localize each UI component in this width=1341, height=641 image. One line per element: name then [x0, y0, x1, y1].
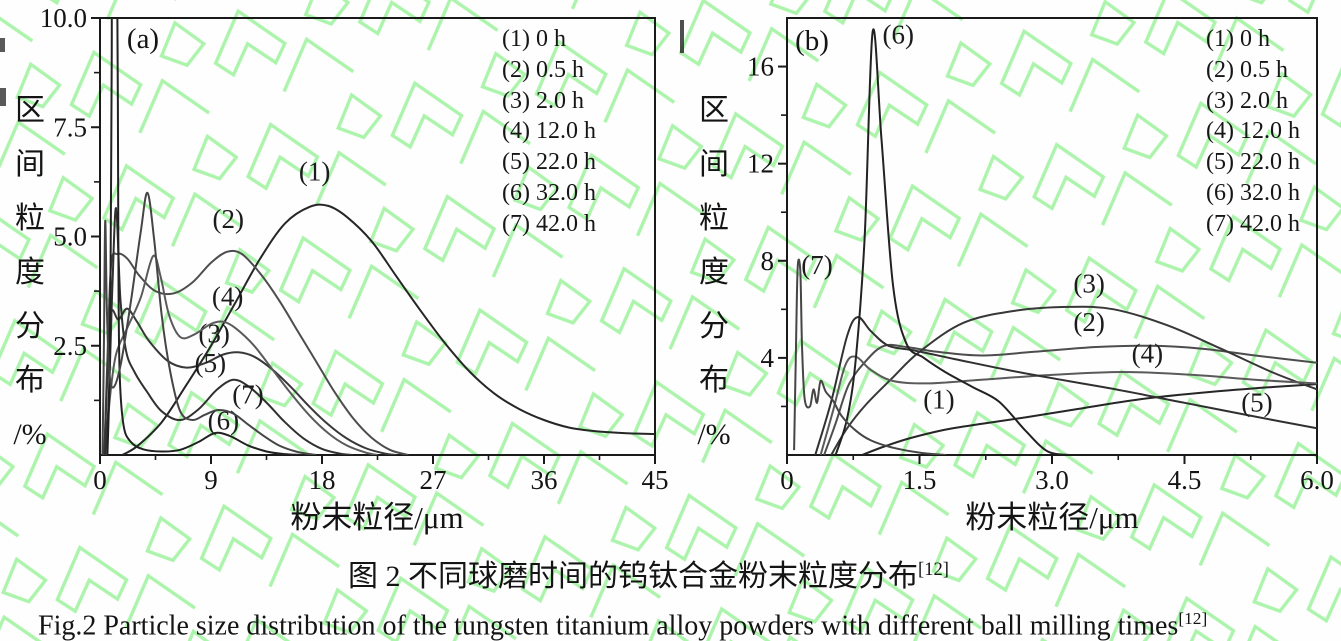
curve-1	[121, 203, 655, 455]
y-tick-label: 2.5	[53, 331, 87, 361]
legend-item: (3) 2.0 h	[502, 87, 584, 114]
x-tick-label: 18	[309, 465, 336, 495]
x-tick-label: 0	[780, 465, 794, 495]
x-tick-label: 0	[93, 465, 107, 495]
curve-label: (5)	[1241, 387, 1272, 417]
curve-label: (7)	[232, 379, 263, 409]
legend-item: (4) 12.0 h	[502, 118, 596, 145]
curve-label: (1)	[299, 157, 330, 187]
legend-item: (3) 2.0 h	[1206, 87, 1288, 114]
y-axis-title: 区间粒度分布/%	[13, 94, 46, 451]
curve-4	[104, 254, 378, 455]
legend-chart-b: (1) 0 h (2) 0.5 h (3) 2.0 h (4) 12.0 h (…	[1206, 24, 1300, 240]
curve-label: (4)	[212, 282, 243, 312]
caption-reference: [12]	[1178, 609, 1208, 628]
y-tick-label: 5.0	[53, 222, 87, 252]
curve-7	[793, 258, 947, 455]
curve-3	[103, 307, 397, 455]
y-tick-label: 16	[747, 52, 774, 82]
curve-label: (1)	[923, 384, 954, 414]
y-tick-label: 12	[747, 149, 774, 179]
caption-chinese-text: 图 2 不同球磨时间的钨钛合金粉末粒度分布	[348, 560, 918, 593]
legend-item: (7) 42.0 h	[502, 210, 596, 237]
chart-b: 0 1.5 3.0 4.5 6.0 4 8 12 16 (1) (2) (3) (4) (5) (6) (7)…	[697, 17, 1334, 535]
legend-item: (1) 0 h	[502, 26, 566, 52]
curve-label: (6)	[883, 19, 914, 49]
curve-label: (4)	[1132, 339, 1163, 369]
x-tick-label: 6.0	[1300, 465, 1334, 495]
y-axis-title: 区间粒度分布/%	[697, 94, 730, 451]
curve-label: (7)	[801, 250, 832, 280]
curve-label: (2)	[213, 204, 244, 234]
panel-label: (b)	[795, 25, 829, 57]
legend-chart-a: (1) 0 h (2) 0.5 h (3) 2.0 h (4) 12.0 h (…	[502, 24, 596, 240]
caption-chinese: 图 2 不同球磨时间的钨钛合金粉末粒度分布[12]	[0, 553, 1319, 594]
legend-item: (7) 42.0 h	[1206, 210, 1300, 237]
curve-5	[103, 207, 353, 455]
legend-item: (6) 32.0 h	[502, 179, 596, 206]
x-tick-label: 3.0	[1035, 465, 1069, 495]
scan-artifact	[0, 38, 5, 52]
x-axis-title: 粉末粒径/μm	[965, 500, 1138, 535]
legend-item: (5) 22.0 h	[502, 149, 596, 176]
x-tick-label: 45	[642, 465, 669, 495]
x-tick-label: 1.5	[903, 465, 937, 495]
curve-2	[103, 249, 409, 455]
legend-item: (4) 12.0 h	[1206, 118, 1300, 145]
curve-label: (5)	[195, 348, 226, 378]
x-tick-label: 36	[531, 465, 558, 495]
y-tick-label: 4	[761, 343, 775, 373]
curve-6	[106, 18, 304, 455]
legend-item: (6) 32.0 h	[1206, 179, 1300, 206]
chart-a: 0 9 18 27 36 452.55.07.510.0(1)(2)(3)(4)(5)(6…	[13, 3, 669, 535]
x-tick-label: 9	[204, 465, 218, 495]
caption-reference: [12]	[918, 559, 949, 580]
curve-2	[823, 343, 1317, 455]
panel-label: (a)	[127, 23, 159, 55]
curve-3	[830, 305, 1317, 455]
legend-item: (2) 0.5 h	[1206, 56, 1288, 83]
curve-1	[861, 383, 1317, 455]
legend-item: (2) 0.5 h	[502, 56, 584, 83]
curve-label: (3)	[1073, 268, 1104, 298]
y-tick-label: 7.5	[53, 112, 87, 142]
legend-item: (1) 0 h	[1206, 26, 1270, 52]
x-axis-title: 粉末粒径/μm	[290, 500, 463, 535]
caption-english-text: Fig.2 Particle size distribution of the …	[38, 610, 1179, 641]
caption-english: Fig.2 Particle size distribution of the …	[38, 603, 1207, 641]
scan-artifact	[680, 20, 684, 53]
curve-4	[819, 355, 1317, 455]
x-tick-label: 4.5	[1168, 465, 1202, 495]
curve-7	[101, 191, 316, 455]
curve-5	[814, 316, 1317, 455]
scan-artifact	[0, 88, 6, 106]
y-tick-label: 8	[761, 246, 775, 276]
curve-6	[834, 28, 1070, 455]
y-tick-label: 10.0	[40, 3, 87, 33]
legend-item: (5) 22.0 h	[1206, 149, 1300, 176]
curve-label: (2)	[1073, 307, 1104, 337]
x-tick-label: 27	[420, 465, 447, 495]
